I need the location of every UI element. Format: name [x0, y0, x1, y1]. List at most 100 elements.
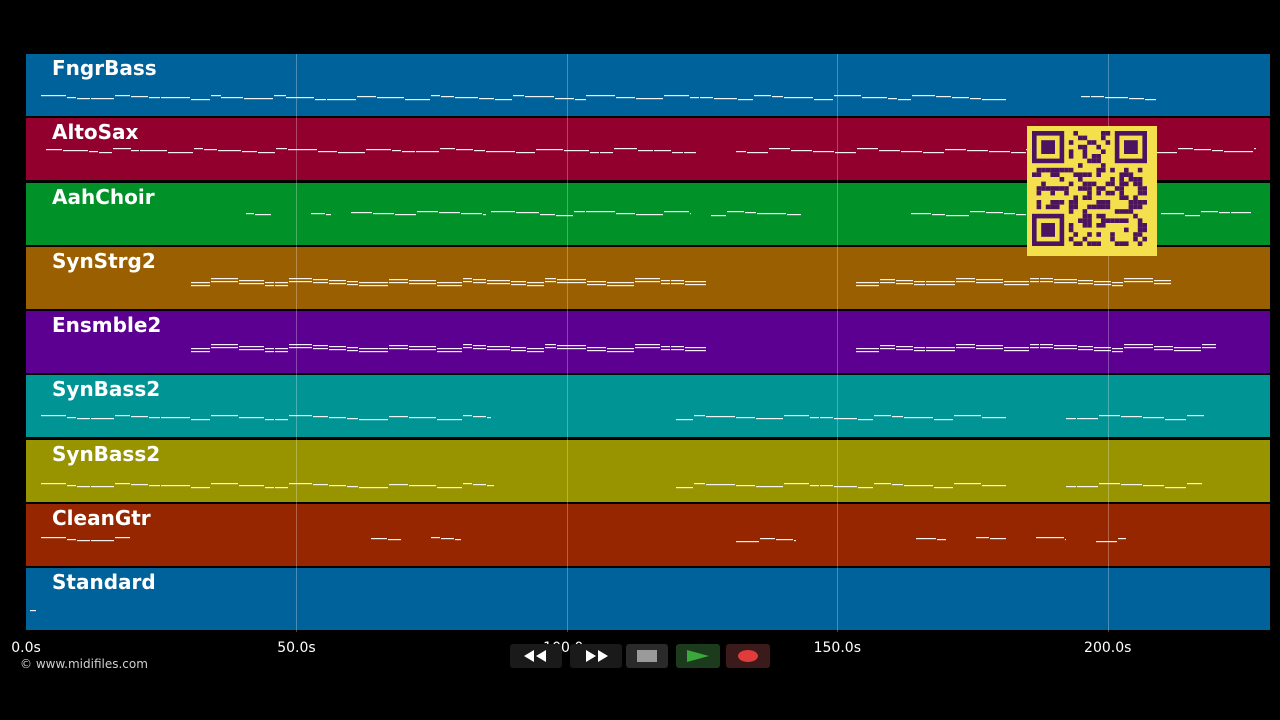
note [463, 280, 472, 282]
note [1040, 277, 1053, 279]
note [63, 150, 88, 152]
note-lines [30, 610, 36, 612]
note [265, 486, 274, 488]
note [934, 486, 953, 488]
note [275, 486, 288, 488]
note [976, 348, 1003, 350]
note [671, 282, 684, 284]
note [776, 538, 793, 540]
note [700, 97, 713, 99]
note [461, 212, 482, 214]
note [275, 284, 288, 286]
note [1129, 98, 1144, 100]
note [437, 351, 462, 353]
note [149, 484, 160, 486]
note [441, 96, 454, 98]
note [191, 486, 210, 488]
note [874, 482, 891, 484]
note [527, 348, 544, 350]
note [1165, 486, 1186, 488]
play-button[interactable] [676, 644, 720, 668]
note [211, 415, 238, 417]
note [437, 419, 462, 421]
note [880, 278, 895, 280]
note [574, 210, 585, 212]
note [1040, 280, 1053, 282]
note [437, 281, 462, 283]
note [77, 485, 90, 487]
note [149, 97, 160, 99]
note [1174, 350, 1201, 352]
note [1194, 149, 1211, 151]
note [635, 347, 660, 349]
note [896, 279, 913, 281]
note [638, 150, 653, 152]
note [1099, 415, 1120, 417]
qr-code-icon [1027, 126, 1157, 256]
track-lane: FngrBass [26, 54, 1270, 116]
note [329, 346, 346, 348]
note [671, 279, 684, 281]
note [671, 346, 684, 348]
note [784, 482, 809, 484]
note [956, 280, 975, 282]
note [1202, 344, 1216, 346]
note [246, 212, 254, 214]
note [880, 345, 895, 347]
note [1030, 347, 1039, 349]
note [1124, 344, 1153, 346]
note [772, 96, 783, 98]
note [1154, 346, 1173, 348]
note [463, 415, 472, 417]
stop-icon [637, 650, 657, 662]
note [67, 417, 76, 419]
note [487, 346, 510, 348]
note [835, 152, 856, 154]
note [289, 415, 312, 417]
record-button[interactable] [726, 644, 770, 668]
note [211, 95, 221, 97]
note [274, 95, 286, 97]
note [1065, 538, 1066, 540]
note [1118, 537, 1126, 539]
note [140, 150, 167, 152]
note [814, 99, 833, 101]
track-name: CleanGtr [52, 505, 151, 530]
fast-forward-button[interactable] [570, 644, 622, 668]
note [926, 347, 955, 349]
note [313, 278, 328, 280]
note [483, 213, 486, 215]
note [1091, 96, 1104, 98]
note [479, 98, 494, 100]
note [564, 150, 589, 152]
note [862, 97, 887, 99]
note [545, 280, 556, 282]
note [986, 211, 1003, 213]
note [329, 484, 346, 486]
note [727, 210, 744, 212]
note [495, 99, 512, 101]
note [756, 418, 783, 420]
time-tick-label: 0.0s [11, 640, 41, 656]
note [388, 538, 401, 540]
note [371, 537, 387, 539]
note [511, 347, 526, 349]
note [389, 416, 408, 418]
note [736, 151, 746, 153]
rewind-icon [524, 650, 546, 662]
note [760, 537, 775, 539]
note [614, 148, 637, 150]
rewind-button[interactable] [510, 644, 562, 668]
note [557, 348, 586, 350]
note [1078, 349, 1093, 351]
note [456, 149, 473, 151]
note [888, 98, 897, 100]
stop-button[interactable] [626, 644, 668, 668]
note [694, 415, 705, 417]
note-lines [191, 344, 1216, 353]
note-lines [41, 536, 1126, 542]
note [736, 417, 755, 419]
note [1077, 418, 1098, 420]
note [1187, 482, 1202, 484]
note [661, 346, 670, 348]
